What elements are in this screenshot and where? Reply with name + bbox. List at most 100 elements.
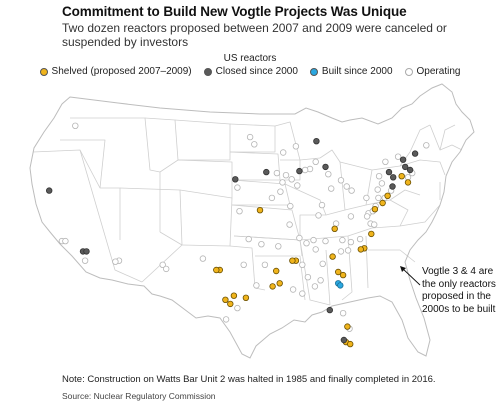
operating-swatch-icon	[404, 67, 413, 76]
operating-reactor-dot	[236, 207, 243, 215]
footnote: Note: Construction on Watts Bar Unit 2 w…	[62, 374, 436, 385]
legend: Shelved (proposed 2007–2009) Closed sinc…	[0, 66, 500, 77]
legend-item-operating: Operating	[404, 66, 460, 77]
shelved-reactor-dot	[368, 230, 375, 238]
operating-reactor-dot	[294, 182, 301, 189]
annotation-leader	[401, 267, 421, 286]
operating-reactor-dot	[319, 260, 326, 267]
closed-reactor-dot	[263, 168, 270, 176]
chart-title: Commitment to Build New Vogtle Projects …	[62, 4, 407, 19]
legend-label-closed: Closed since 2000	[215, 66, 298, 77]
operating-reactor-dot	[286, 221, 293, 228]
legend-label-shelved: Shelved (proposed 2007–2009)	[51, 66, 192, 77]
operating-reactor-dot	[299, 290, 306, 297]
annotation-arrowhead-icon	[400, 266, 406, 272]
operating-reactor-dot	[315, 212, 322, 219]
operating-reactor-dot	[279, 179, 286, 186]
operating-reactor-dot	[378, 180, 386, 187]
operating-reactor-dot	[374, 186, 381, 193]
operating-reactor-dot	[343, 183, 350, 190]
built-swatch-icon	[309, 67, 318, 76]
shelved-reactor-dot	[398, 172, 405, 180]
operating-reactor-dot	[375, 194, 382, 202]
shelved-reactor-dot	[347, 340, 354, 348]
operating-reactor-dot	[246, 133, 254, 141]
closed-reactor-dot	[322, 163, 329, 171]
operating-reactor-dot	[234, 304, 241, 312]
operating-reactor-dot	[268, 194, 276, 202]
operating-reactor-dot	[344, 247, 352, 254]
shelved-reactor-dot	[222, 296, 229, 303]
shelved-reactor-dot	[379, 199, 386, 207]
closed-reactor-dot	[232, 176, 239, 183]
operating-reactor-dot	[222, 316, 230, 323]
closed-reactor-dot	[406, 166, 414, 174]
shelved-reactor-dot	[329, 253, 336, 260]
shelved-swatch-icon	[39, 67, 48, 76]
shelved-reactor-dot	[344, 323, 351, 330]
operating-reactor-dot	[277, 188, 284, 195]
reactor-dots	[46, 122, 430, 348]
operating-reactor-dot	[273, 169, 281, 177]
operating-reactor-dot	[199, 255, 207, 262]
operating-reactor-dot	[347, 213, 355, 220]
state-borders	[32, 117, 463, 306]
legend-title: US reactors	[223, 53, 277, 64]
shelved-reactor-dot	[384, 192, 391, 199]
operating-reactor-dot	[310, 236, 317, 244]
operating-reactor-dot	[328, 185, 335, 192]
operating-reactor-dot	[159, 261, 166, 268]
operating-reactor-dot	[337, 177, 345, 184]
closed-reactor-dot	[296, 167, 303, 175]
shelved-reactor-dot	[371, 205, 379, 213]
operating-reactor-dot	[371, 221, 378, 228]
operating-reactor-dot	[423, 142, 430, 149]
operating-reactor-dot	[292, 143, 300, 150]
operating-reactor-dot	[62, 237, 69, 245]
operating-reactor-dot	[312, 246, 319, 253]
shelved-reactor-dot	[357, 246, 364, 253]
operating-reactor-dot	[112, 258, 119, 265]
operating-reactor-dot	[339, 310, 347, 317]
shelved-reactor-dot	[273, 267, 280, 275]
source-note: Source: Nuclear Regulatory Commission	[62, 391, 216, 401]
operating-reactor-dot	[282, 171, 290, 179]
operating-reactor-dot	[332, 220, 340, 227]
us-outline	[29, 83, 475, 359]
closed-reactor-dot	[83, 248, 90, 255]
operating-reactor-dot	[312, 158, 319, 165]
shelved-reactor-dot	[339, 271, 347, 279]
operating-reactor-dot	[318, 201, 326, 209]
operating-reactor-dot	[245, 235, 252, 243]
operating-reactor-dot	[347, 238, 355, 246]
operating-reactor-dot	[337, 248, 345, 255]
closed-reactor-dot	[340, 336, 348, 344]
operating-reactor-dot	[234, 184, 241, 191]
operating-reactor-dot	[348, 187, 355, 194]
closed-reactor-dot	[326, 306, 333, 314]
operating-reactor-dot	[304, 274, 312, 281]
shelved-reactor-dot	[230, 292, 238, 299]
operating-reactor-dot	[339, 236, 346, 244]
shelved-reactor-dot	[331, 225, 338, 232]
operating-reactor-dot	[275, 243, 282, 250]
closed-reactor-dot	[411, 150, 419, 157]
shelved-reactor-dot	[289, 257, 296, 264]
operating-reactor-dot	[253, 282, 260, 289]
operating-reactor-dot	[289, 286, 297, 293]
operating-reactor-dot	[325, 170, 332, 178]
legend-item-shelved: Shelved (proposed 2007–2009)	[39, 66, 192, 77]
built-reactor-dot	[337, 282, 344, 289]
shelved-reactor-dot	[276, 280, 283, 287]
operating-reactor-dot	[311, 283, 319, 290]
closed-reactor-dot	[389, 183, 396, 190]
operating-reactor-dot	[296, 234, 303, 242]
operating-reactor-dot	[317, 277, 324, 284]
operating-reactor-dot	[301, 166, 309, 174]
operating-reactor-dot	[261, 261, 269, 268]
closed-reactor-dot	[46, 187, 53, 194]
shelved-reactor-dot	[404, 179, 412, 186]
closed-swatch-icon	[203, 67, 212, 76]
closed-reactor-dot	[399, 156, 407, 163]
